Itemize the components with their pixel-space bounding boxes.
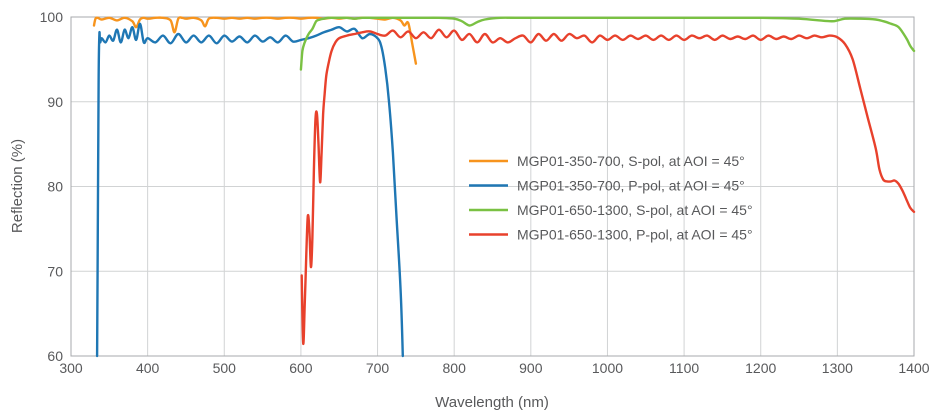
y-tick-label: 80 [47, 179, 63, 195]
legend-entry-label: MGP01-650-1300, P-pol, at AOI = 45° [517, 227, 753, 243]
legend-entry-label: MGP01-350-700, S-pol, at AOI = 45° [517, 153, 745, 169]
x-tick-label: 300 [59, 360, 83, 376]
x-tick-label: 500 [213, 360, 237, 376]
x-tick-label: 700 [366, 360, 390, 376]
x-tick-labels: 300 400 500 600 700 800 900 1000 1100 1200 1300 140… [59, 360, 929, 376]
legend: MGP01-350-700, S-pol, at AOI = 45° MGP01-… [469, 153, 753, 243]
y-tick-label: 90 [47, 94, 63, 110]
x-tick-label: 1300 [822, 360, 853, 376]
series-line-3 [299, 16, 916, 71]
legend-entry-label: MGP01-650-1300, S-pol, at AOI = 45° [517, 202, 753, 218]
x-tick-label: 1400 [898, 360, 929, 376]
x-tick-label: 1100 [669, 360, 699, 376]
x-tick-label: 900 [519, 360, 543, 376]
x-tick-label: 1200 [745, 360, 776, 376]
series-lines [92, 16, 916, 358]
x-tick-label: 600 [289, 360, 313, 376]
plot-area-frame [70, 16, 915, 357]
x-tick-label: 800 [443, 360, 467, 376]
x-tick-label: 400 [136, 360, 160, 376]
series-line-2 [95, 22, 404, 358]
y-tick-labels: 60 70 80 90 100 [40, 9, 64, 364]
y-axis-label: Reflection (%) [9, 139, 26, 233]
y-tick-label: 70 [47, 263, 63, 279]
series-line-4 [300, 28, 916, 345]
y-tick-label: 100 [40, 9, 64, 25]
legend-entry-label: MGP01-350-700, P-pol, at AOI = 45° [517, 178, 745, 194]
y-tick-label: 60 [47, 348, 63, 364]
x-axis-label: Wavelength (nm) [435, 394, 549, 411]
x-tick-label: 1000 [592, 360, 623, 376]
